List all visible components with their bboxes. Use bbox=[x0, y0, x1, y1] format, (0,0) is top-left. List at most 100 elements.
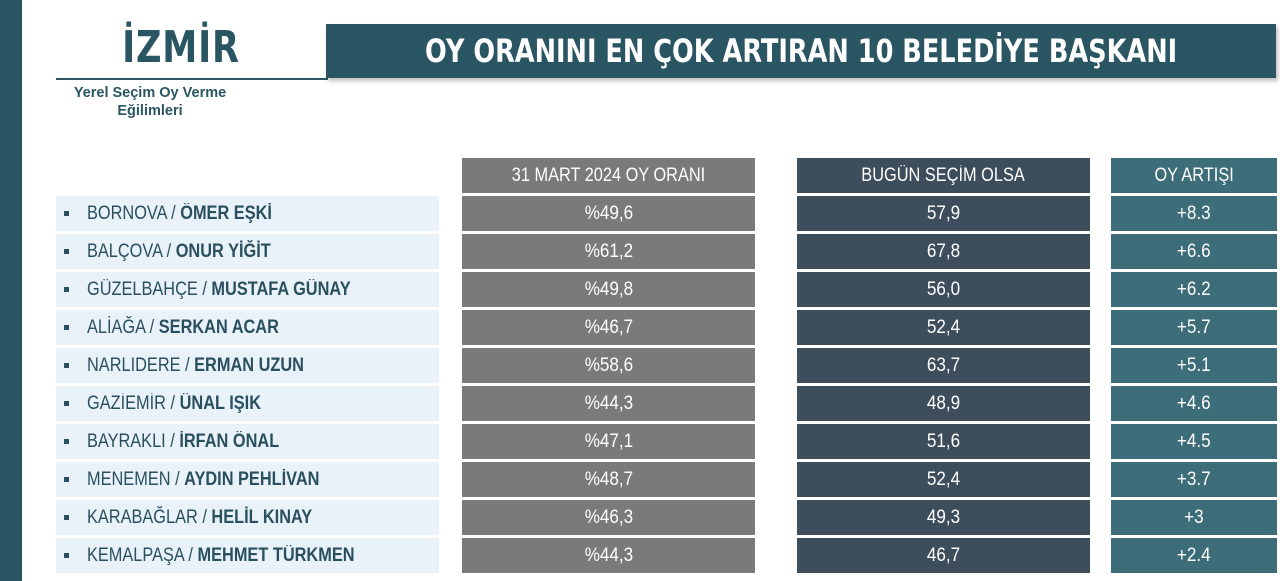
separator: / bbox=[165, 392, 180, 414]
mayor-name: ÖMER EŞKİ bbox=[180, 202, 272, 224]
increase-value: +5.7 bbox=[1177, 316, 1211, 338]
today-value: 56,0 bbox=[926, 278, 961, 300]
today-value: 57,9 bbox=[926, 202, 961, 224]
today-cell: 56,0 bbox=[797, 272, 1090, 307]
column-header-increase: OY ARTIŞI bbox=[1111, 158, 1277, 193]
mayor-label: BAYRAKLI / İRFAN ÖNAL bbox=[87, 431, 279, 453]
separator: / bbox=[165, 430, 180, 452]
vote-2024-cell: %44,3 bbox=[462, 386, 755, 421]
mayor-name: SERKAN ACAR bbox=[158, 316, 279, 338]
mayor-name: ONUR YİĞİT bbox=[175, 240, 271, 262]
mayor-name: HELİL KINAY bbox=[211, 506, 313, 528]
brand-subtitle: Yerel Seçim Oy Verme Eğilimleri bbox=[50, 84, 250, 120]
brand-divider bbox=[56, 78, 328, 80]
today-cell: 52,4 bbox=[797, 462, 1090, 497]
mayor-cell: ALİAĞA / SERKAN ACAR bbox=[56, 310, 439, 345]
district-name: KARABAĞLAR bbox=[87, 506, 198, 528]
increase-cell: +5.1 bbox=[1111, 348, 1277, 383]
vote-2024-cell: %61,2 bbox=[462, 234, 755, 269]
mayor-name: MUSTAFA GÜNAY bbox=[211, 278, 351, 300]
vote-2024-value: %47,1 bbox=[584, 430, 633, 452]
district-name: ALİAĞA bbox=[87, 316, 146, 338]
increase-value: +3.7 bbox=[1177, 468, 1211, 490]
bullet-icon bbox=[64, 553, 69, 558]
district-name: MENEMEN bbox=[87, 468, 171, 490]
vote-2024-cell: %49,6 bbox=[462, 196, 755, 231]
table-row: GAZİEMİR / ÜNAL IŞIK %44,3 48,9 +4.6 bbox=[0, 386, 1280, 421]
table-row: GÜZELBAHÇE / MUSTAFA GÜNAY %49,8 56,0 +6.2 bbox=[0, 272, 1280, 307]
vote-2024-value: %49,8 bbox=[584, 278, 633, 300]
mayor-label: KARABAĞLAR / HELİL KINAY bbox=[87, 507, 312, 529]
vote-2024-value: %58,6 bbox=[584, 354, 633, 376]
column-header-increase-label: OY ARTIŞI bbox=[1154, 164, 1234, 186]
mayor-label: ALİAĞA / SERKAN ACAR bbox=[87, 317, 279, 339]
increase-cell: +5.7 bbox=[1111, 310, 1277, 345]
increase-cell: +6.6 bbox=[1111, 234, 1277, 269]
today-cell: 46,7 bbox=[797, 538, 1090, 573]
table-row: ALİAĞA / SERKAN ACAR %46,7 52,4 +5.7 bbox=[0, 310, 1280, 345]
increase-value: +4.5 bbox=[1177, 430, 1211, 452]
separator: / bbox=[197, 506, 212, 528]
table-row: KEMALPAŞA / MEHMET TÜRKMEN %44,3 46,7 +2.4 bbox=[0, 538, 1280, 573]
mayor-cell: MENEMEN / AYDIN PEHLİVAN bbox=[56, 462, 439, 497]
table-row: BORNOVA / ÖMER EŞKİ %49,6 57,9 +8.3 bbox=[0, 196, 1280, 231]
district-name: BALÇOVA bbox=[87, 240, 163, 262]
left-accent-bar bbox=[0, 0, 22, 581]
increase-cell: +4.5 bbox=[1111, 424, 1277, 459]
brand-logo: İZMİR bbox=[56, 18, 306, 78]
today-value: 51,6 bbox=[926, 430, 961, 452]
table-row: BALÇOVA / ONUR YİĞİT %61,2 67,8 +6.6 bbox=[0, 234, 1280, 269]
table-row: MENEMEN / AYDIN PEHLİVAN %48,7 52,4 +3.7 bbox=[0, 462, 1280, 497]
district-name: GÜZELBAHÇE bbox=[87, 278, 198, 300]
increase-cell: +3 bbox=[1111, 500, 1277, 535]
bullet-icon bbox=[64, 439, 69, 444]
mayor-name: ERMAN UZUN bbox=[194, 354, 304, 376]
mayor-cell: KEMALPAŞA / MEHMET TÜRKMEN bbox=[56, 538, 439, 573]
vote-2024-cell: %46,3 bbox=[462, 500, 755, 535]
district-name: BAYRAKLI bbox=[87, 430, 166, 452]
mayor-name: İRFAN ÖNAL bbox=[179, 430, 280, 452]
increase-value: +6.6 bbox=[1177, 240, 1211, 262]
increase-cell: +8.3 bbox=[1111, 196, 1277, 231]
column-header-today: BUGÜN SEÇİM OLSA bbox=[797, 158, 1090, 193]
today-value: 49,3 bbox=[926, 506, 961, 528]
vote-2024-value: %44,3 bbox=[584, 392, 633, 414]
brand-name: İZMİR bbox=[122, 22, 240, 73]
mayor-cell: BAYRAKLI / İRFAN ÖNAL bbox=[56, 424, 439, 459]
vote-2024-cell: %48,7 bbox=[462, 462, 755, 497]
separator: / bbox=[183, 544, 198, 566]
vote-2024-value: %46,7 bbox=[584, 316, 633, 338]
today-value: 52,4 bbox=[926, 316, 961, 338]
increase-value: +4.6 bbox=[1177, 392, 1211, 414]
district-name: GAZİEMİR bbox=[87, 392, 166, 414]
column-header-today-label: BUGÜN SEÇİM OLSA bbox=[861, 164, 1026, 186]
bullet-icon bbox=[64, 325, 69, 330]
increase-value: +3 bbox=[1184, 506, 1204, 528]
vote-2024-cell: %47,1 bbox=[462, 424, 755, 459]
today-cell: 63,7 bbox=[797, 348, 1090, 383]
today-cell: 49,3 bbox=[797, 500, 1090, 535]
mayor-cell: BALÇOVA / ONUR YİĞİT bbox=[56, 234, 439, 269]
district-name: KEMALPAŞA bbox=[87, 544, 184, 566]
increase-value: +5.1 bbox=[1177, 354, 1211, 376]
mayor-cell: NARLIDERE / ERMAN UZUN bbox=[56, 348, 439, 383]
today-value: 52,4 bbox=[926, 468, 961, 490]
bullet-icon bbox=[64, 401, 69, 406]
increase-value: +2.4 bbox=[1177, 544, 1211, 566]
vote-2024-cell: %49,8 bbox=[462, 272, 755, 307]
table-row: KARABAĞLAR / HELİL KINAY %46,3 49,3 +3 bbox=[0, 500, 1280, 535]
mayor-name: ÜNAL IŞIK bbox=[179, 392, 262, 414]
increase-cell: +6.2 bbox=[1111, 272, 1277, 307]
district-name: NARLIDERE bbox=[87, 354, 181, 376]
mayor-label: BORNOVA / ÖMER EŞKİ bbox=[87, 203, 272, 225]
vote-2024-cell: %44,3 bbox=[462, 538, 755, 573]
vote-2024-value: %61,2 bbox=[584, 240, 633, 262]
today-cell: 57,9 bbox=[797, 196, 1090, 231]
today-cell: 67,8 bbox=[797, 234, 1090, 269]
increase-cell: +3.7 bbox=[1111, 462, 1277, 497]
page-title: OY ORANINI EN ÇOK ARTIRAN 10 BELEDİYE BA… bbox=[424, 32, 1178, 70]
mayor-name: MEHMET TÜRKMEN bbox=[197, 544, 355, 566]
mayor-cell: BORNOVA / ÖMER EŞKİ bbox=[56, 196, 439, 231]
district-name: BORNOVA bbox=[87, 202, 167, 224]
mayor-label: GÜZELBAHÇE / MUSTAFA GÜNAY bbox=[87, 279, 351, 301]
